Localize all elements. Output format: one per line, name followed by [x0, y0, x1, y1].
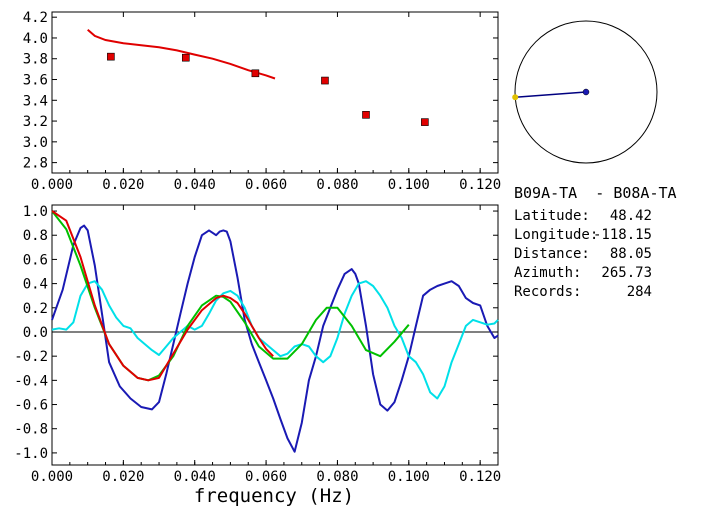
- bottom-y-tick-label: 0.6: [23, 252, 48, 268]
- top-x-tick-label: 0.020: [102, 177, 144, 193]
- info-row-value: 265.73: [601, 265, 652, 281]
- info-row-label: Records:: [514, 284, 581, 300]
- top-y-tick-label: 3.8: [23, 52, 48, 68]
- top-x-ticks: 0.000 0.020 0.040 0.060 0.080 0.100 0.120: [31, 12, 501, 193]
- top-x-tick-label: 0.040: [174, 177, 216, 193]
- top-plot-frame: [51, 11, 499, 174]
- bottom-y-ticks: 1.0 0.8 0.6 0.4 0.2 0.0 -0.2 -0.4 -0.6 -0.8 -1.0: [14, 204, 498, 462]
- bottom-x-tick-label: 0.020: [102, 469, 144, 485]
- top-x-tick-label: 0.000: [31, 177, 73, 193]
- velocity-point: [251, 69, 260, 78]
- bottom-y-tick-label: 0.8: [23, 228, 48, 244]
- bottom-y-tick-label: 0.0: [23, 325, 48, 341]
- velocity-point: [321, 76, 329, 85]
- azimuth-end-dot: [512, 94, 519, 101]
- bottom-x-ticks: 0.000 0.020 0.040 0.060 0.080 0.100 0.120: [31, 205, 501, 485]
- top-x-tick-label: 0.080: [316, 177, 358, 193]
- bottom-x-tick-label: 0.080: [316, 469, 358, 485]
- bottom-correlation-panel: 0.000 0.020 0.040 0.060 0.080 0.100 0.120 1.00…: [14, 204, 501, 507]
- top-data-marks: [87, 28, 429, 126]
- bottom-y-tick-label: 0.2: [23, 301, 48, 317]
- top-y-tick-label: 4.2: [23, 10, 48, 26]
- top-velocity-panel: 0.000 0.020 0.040 0.060 0.080 0.100 0.120 2.8 3…: [23, 10, 502, 193]
- top-x-tick-label: 0.120: [459, 177, 501, 193]
- bottom-y-tick-label: 0.4: [23, 277, 48, 293]
- station-info-rows: Latitude: 48.42 Longitude:-118.15Distance:…: [514, 208, 652, 300]
- info-row-label: Distance:: [514, 246, 590, 262]
- station-pair-label: B09A-TA - B08A-TA: [514, 184, 677, 202]
- observed-correlation-line: [51, 224, 499, 453]
- bottom-x-tick-label: 0.060: [245, 469, 287, 485]
- info-row-value: 88.05: [610, 246, 652, 262]
- top-y-tick-label: 3.0: [23, 135, 48, 151]
- velocity-point: [362, 111, 370, 119]
- x-axis-title: frequency (Hz): [194, 485, 354, 507]
- top-y-tick-label: 2.8: [23, 156, 48, 172]
- top-y-tick-label: 3.2: [23, 114, 48, 130]
- bottom-y-tick-label: -0.2: [14, 349, 48, 365]
- azimuth-compass: [512, 20, 658, 164]
- compass-circle: [514, 20, 658, 164]
- top-y-tick-label: 4.0: [23, 31, 48, 47]
- bottom-y-tick-label: -0.8: [14, 422, 48, 438]
- info-row-label: Latitude:: [514, 208, 590, 224]
- bottom-x-tick-label: 0.100: [388, 469, 430, 485]
- model-best-line: [51, 210, 274, 382]
- info-row-label: Longitude:: [514, 227, 598, 243]
- top-x-tick-label: 0.060: [245, 177, 287, 193]
- velocity-point: [182, 53, 190, 62]
- azimuth-line: [515, 91, 587, 99]
- observed-smoothed-line: [51, 280, 499, 400]
- top-y-ticks: 2.8 3.0 3.2 3.4 3.6 3.8 4.0 4.2: [23, 10, 498, 172]
- bottom-y-tick-label: -0.6: [14, 398, 48, 414]
- station-info-block: B09A-TA - B08A-TA Latitude: 48.42 Longitud…: [514, 184, 677, 300]
- bottom-x-tick-label: 0.120: [459, 469, 501, 485]
- velocity-curve-line: [87, 28, 276, 80]
- top-y-tick-label: 3.4: [23, 93, 48, 109]
- top-y-tick-label: 3.6: [23, 73, 48, 89]
- info-row-value: -118.15: [593, 227, 652, 243]
- station-center-dot: [582, 88, 590, 96]
- bottom-plot-frame: [51, 204, 499, 466]
- bottom-x-tick-label: 0.040: [174, 469, 216, 485]
- info-row-value: 48.42: [610, 208, 652, 224]
- info-row-value: 284: [627, 284, 652, 300]
- velocity-point: [107, 52, 115, 61]
- velocity-point: [421, 118, 429, 126]
- bottom-y-tick-label: 1.0: [23, 204, 48, 220]
- bottom-data-marks: [51, 210, 499, 453]
- top-x-tick-label: 0.100: [388, 177, 430, 193]
- bottom-y-tick-label: -0.4: [14, 373, 48, 389]
- info-row-label: Azimuth:: [514, 265, 581, 281]
- bottom-x-tick-label: 0.000: [31, 469, 73, 485]
- bottom-y-tick-label: -1.0: [14, 446, 48, 462]
